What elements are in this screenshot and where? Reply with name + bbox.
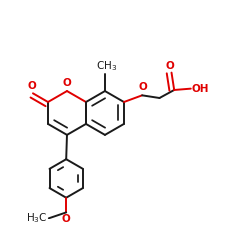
Text: O: O: [166, 61, 174, 71]
Text: H$_3$C: H$_3$C: [26, 212, 48, 225]
Text: O: O: [62, 214, 70, 224]
Text: O: O: [138, 82, 147, 92]
Text: OH: OH: [192, 84, 209, 94]
Text: O: O: [27, 81, 36, 91]
Text: O: O: [62, 78, 71, 88]
Text: CH$_3$: CH$_3$: [96, 59, 117, 73]
